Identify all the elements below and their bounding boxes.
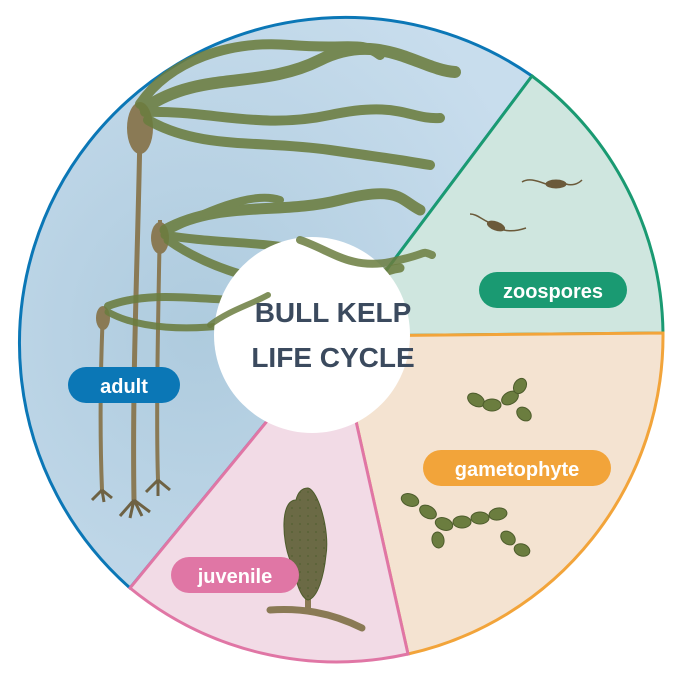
adult-label-pill: adult	[68, 367, 180, 403]
center-circle	[214, 237, 410, 433]
gametophyte-sector	[335, 331, 665, 656]
zoospores-label: zoospores	[503, 281, 603, 303]
title-line-2: LIFE CYCLE	[251, 342, 414, 373]
center-kelp-blades	[207, 236, 436, 328]
zoospores-illustration	[469, 179, 583, 232]
title-line-1: BULL KELP	[255, 297, 412, 328]
gametophyte-illustration	[400, 377, 532, 557]
juvenile-label: juvenile	[197, 566, 272, 588]
zoospores-label-pill: zoospores	[479, 272, 627, 308]
adult-label: adult	[100, 376, 148, 398]
gametophyte-label-pill: gametophyte	[423, 450, 611, 486]
juvenile-label-pill: juvenile	[171, 557, 299, 593]
gametophyte-label: gametophyte	[455, 459, 579, 481]
zoospores-sector	[333, 73, 665, 338]
